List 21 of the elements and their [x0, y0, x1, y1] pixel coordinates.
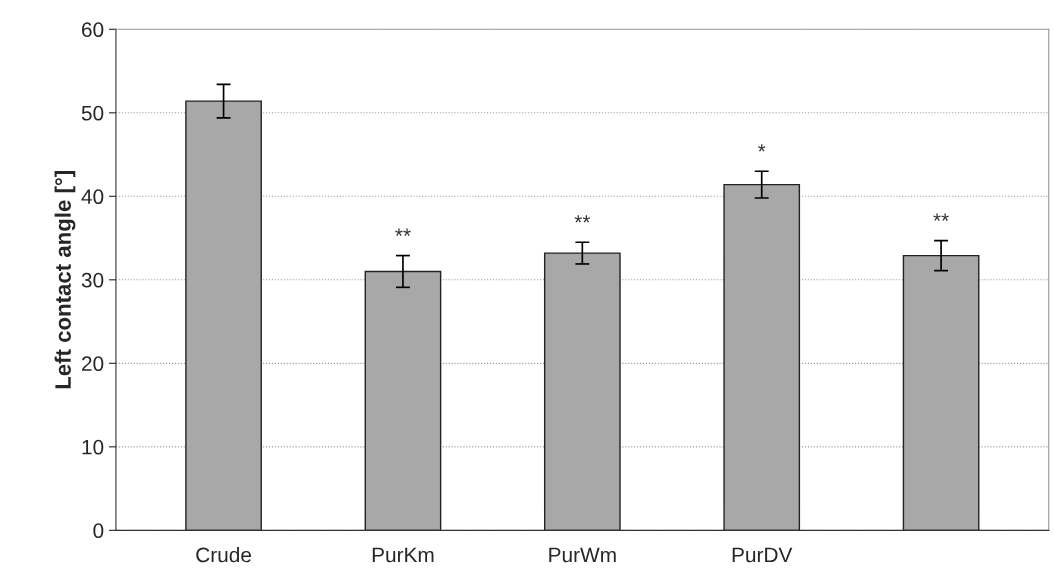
y-tick-label: 20	[82, 356, 104, 372]
bar	[185, 100, 262, 531]
x-tick-label: Crude	[196, 547, 252, 563]
x-tick-label: PurWm	[549, 547, 616, 563]
bar	[723, 183, 801, 531]
y-tick-label: 60	[82, 22, 104, 38]
data-label: **	[395, 228, 411, 236]
data-label: *	[758, 144, 766, 152]
y-tick-label: 10	[82, 439, 104, 455]
bar	[902, 254, 980, 531]
data-label: **	[574, 215, 591, 223]
bar	[543, 252, 621, 531]
y-tick-label: 50	[81, 105, 104, 121]
bar	[364, 270, 442, 531]
y-axis-title: Left contact angle [°]	[54, 171, 76, 389]
y-tick-label: 0	[93, 523, 104, 539]
x-tick-label: PurKm	[372, 547, 434, 563]
y-tick-label: 30	[81, 272, 104, 288]
data-label: **	[933, 213, 949, 221]
y-tick-label: 40	[81, 189, 104, 205]
x-tick-label: PurDV	[732, 547, 793, 563]
